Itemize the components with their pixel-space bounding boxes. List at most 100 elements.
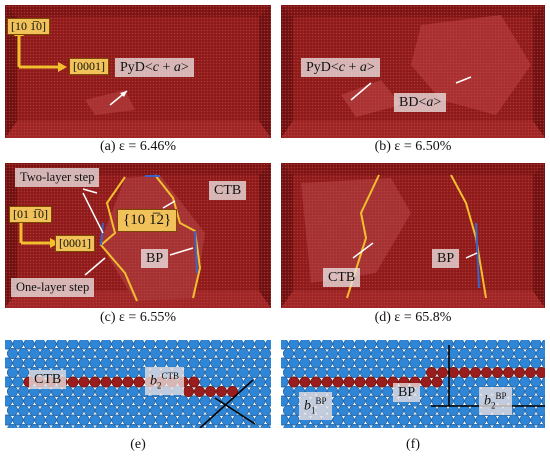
atom-matrix [95,385,107,397]
atom-matrix [78,357,90,369]
atom-matrix [117,366,129,378]
atom-interface [448,366,460,378]
atom-matrix [310,357,322,369]
atom-matrix [281,376,289,388]
atom-matrix [288,395,300,407]
atom-matrix [40,424,51,428]
atom-matrix [349,385,361,397]
atom-matrix [232,414,244,426]
atom-interface [376,376,388,388]
atom-matrix [84,424,95,428]
atom-matrix [34,395,46,407]
atom-matrix [100,414,112,426]
atom-matrix [464,376,476,388]
atom-matrix [541,395,545,407]
atom-matrix [5,376,13,388]
atom-matrix [294,366,305,378]
atom-matrix [73,424,84,428]
atom-matrix [128,424,139,428]
atom-matrix [530,357,542,369]
atom-matrix [18,366,29,378]
atom-matrix [177,395,189,407]
atom-matrix [464,395,476,407]
atom-matrix [139,405,151,417]
atom-matrix [227,348,239,359]
atom-matrix [393,366,405,378]
atom-matrix [299,340,311,350]
atom-matrix [254,340,266,350]
atom-interface [492,366,504,378]
atom-interface [343,376,355,388]
atom-matrix [177,414,189,426]
atom-matrix [249,385,261,397]
atom-matrix [343,395,355,407]
atom-matrix [541,357,545,369]
atom-matrix [442,340,454,350]
atom-matrix [62,424,73,428]
atom-matrix [227,366,239,378]
atom-matrix [475,414,487,426]
atom-matrix [84,348,96,359]
atom-matrix [486,357,498,369]
atom-interface [354,376,366,388]
atom-matrix [459,424,470,428]
one-layer-step-label: One-layer step [11,278,95,297]
atom-matrix [464,414,476,426]
atom-matrix [459,348,471,359]
atom-matrix [305,424,316,428]
atom-interface [133,376,145,388]
atom-matrix [111,340,123,350]
atom-matrix [12,340,24,350]
panel-a-image: [10 1̅0] [0001] PyD<c + a> [5,5,271,138]
atom-matrix [7,424,18,428]
atom-matrix [453,414,465,426]
atom-matrix [459,385,471,397]
atom-matrix [18,424,29,428]
atom-matrix [216,348,228,359]
atom-matrix [12,395,24,407]
atom-matrix [492,424,503,428]
atom-matrix [283,348,294,359]
atom-matrix [415,366,427,378]
atom-matrix [51,424,62,428]
bp-label: BP [393,383,421,402]
atom-matrix [210,357,222,369]
atom-matrix [415,424,426,428]
atom-matrix [265,340,271,350]
atom-interface [78,376,90,388]
atom-matrix [232,340,244,350]
atom-matrix [238,366,250,378]
atom-matrix [5,414,13,426]
atom-matrix [475,357,487,369]
atom-matrix [144,340,156,350]
atom-matrix [238,348,250,359]
atom-matrix [194,348,206,359]
caption-b: (b) ε = 6.50% [374,139,452,154]
atom-matrix [530,340,542,350]
atom-matrix [530,395,542,407]
bp-label: BP [141,249,169,268]
atom-interface [188,376,200,388]
direction-label-top: [01 1̅0] [9,206,52,223]
atom-matrix [541,414,545,426]
atom-matrix [481,348,493,359]
atom-matrix [470,424,481,428]
atom-interface [503,366,515,378]
atom-matrix [56,340,68,350]
atom-matrix [464,340,476,350]
atom-matrix [431,395,443,407]
atom-matrix [354,340,366,350]
atom-matrix [205,424,216,428]
atom-matrix [525,385,537,397]
atom-matrix [161,405,173,417]
atom-matrix [283,385,294,397]
atom-matrix [371,385,383,397]
atom-matrix [73,385,85,397]
atom-matrix [12,357,24,369]
atom-matrix [243,376,255,388]
atom-matrix [23,414,35,426]
atom-matrix [205,366,217,378]
atom-matrix [294,348,305,359]
atom-matrix [100,340,112,350]
atom-matrix [415,348,427,359]
